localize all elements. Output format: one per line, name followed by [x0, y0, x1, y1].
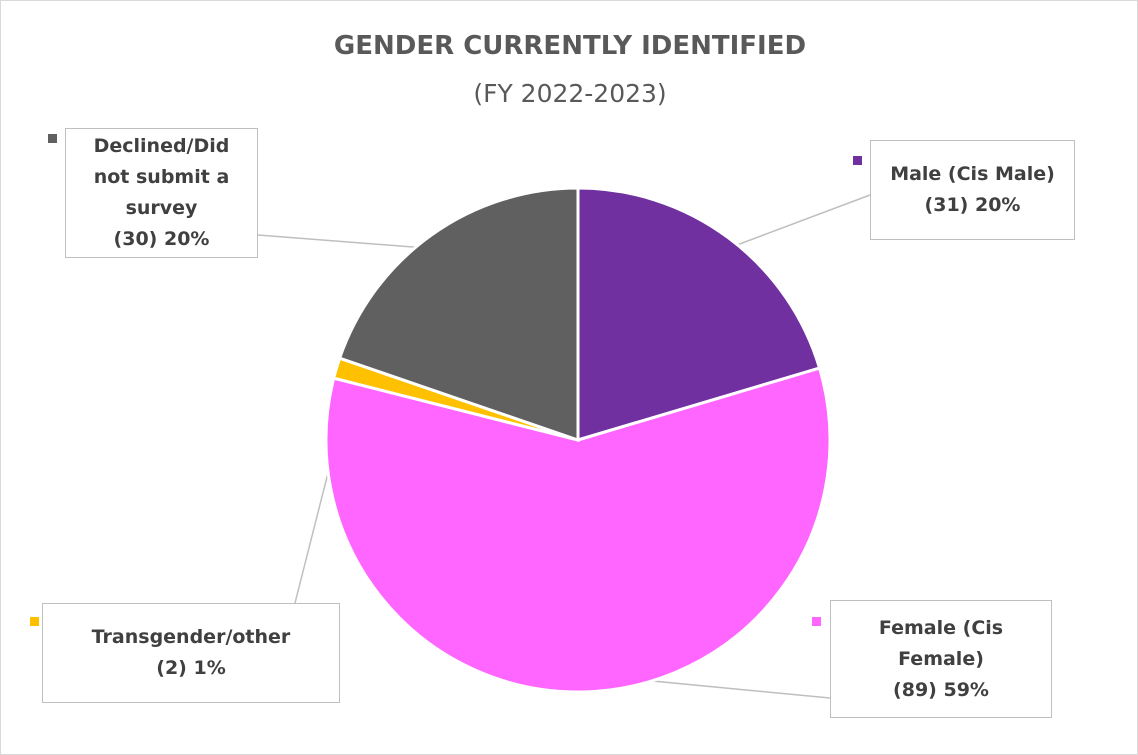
leader-line — [257, 234, 442, 251]
data-label: Male (Cis Male) (31) 20% — [870, 140, 1075, 240]
value-label: (89) 59% — [893, 678, 989, 701]
data-label: Female (Cis Female) (89) 59% — [830, 600, 1052, 718]
data-label: Transgender/other (2) 1% — [42, 603, 340, 703]
value-label: (30) 20% — [113, 228, 210, 250]
category-label: Declined/Did not submit a survey — [93, 135, 230, 219]
chart-title: GENDER CURRENTLY IDENTIFIED — [333, 31, 807, 61]
pie-slice — [324, 366, 832, 694]
slices — [324, 186, 832, 694]
data-label: Declined/Did not submit a survey (30) 20% — [65, 128, 258, 258]
chart-subtitle: (FY 2022-2023) — [473, 79, 667, 108]
leader-line — [717, 194, 871, 253]
pie-slice — [337, 186, 580, 443]
value-label: (31) 20% — [924, 194, 1021, 216]
category-label: Female (Cis Female) — [878, 616, 1004, 670]
pie-slice — [576, 186, 822, 443]
category-label: Male (Cis Male) — [890, 163, 1055, 185]
legend-key — [48, 134, 57, 143]
legend-key — [812, 617, 821, 626]
category-label: Transgender/other — [91, 626, 291, 648]
legend-key — [853, 156, 862, 165]
value-label: (2) 1% — [156, 657, 226, 679]
legend-key — [30, 617, 39, 626]
